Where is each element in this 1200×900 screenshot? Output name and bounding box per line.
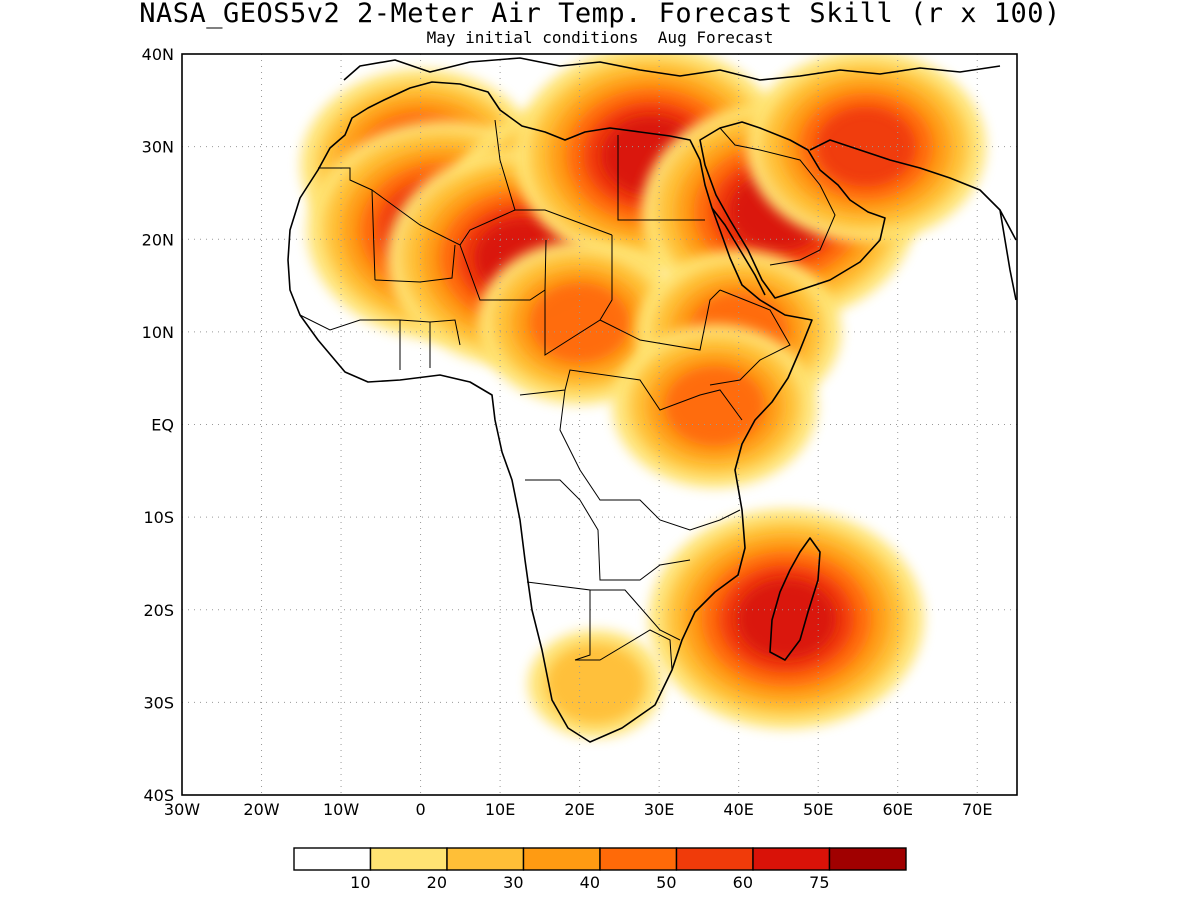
arabia-coastline — [699, 121, 886, 299]
border-west-africa — [299, 314, 461, 370]
border-sahel — [374, 239, 547, 301]
india-coastline — [999, 209, 1017, 301]
lon-tick-label: 10W — [323, 800, 359, 819]
border-horn — [709, 289, 791, 386]
colorbar-label: 60 — [733, 873, 753, 892]
skill-field — [300, 54, 986, 738]
lon-tick-label: 10E — [485, 800, 515, 819]
skill-region — [529, 282, 630, 363]
axis-ticks: 30W 20W 10W 0 10E 20E 30E 40E 50E 60E 70E 40N 30N 20N… — [142, 45, 993, 819]
skill-region — [815, 106, 916, 187]
colorbar-swatch — [522, 847, 601, 871]
lon-tick-label: 30E — [644, 800, 674, 819]
colorbar-swatch — [828, 847, 907, 871]
border-central — [519, 369, 743, 421]
colorbar-swatch — [293, 847, 372, 871]
colorbar-swatch — [446, 847, 525, 871]
coastlines — [287, 57, 1017, 743]
lon-tick-label: 70E — [962, 800, 992, 819]
mediterranean-north — [343, 57, 1001, 81]
red-sea-inner — [711, 207, 766, 296]
lon-tick-label: 30W — [164, 800, 200, 819]
lat-tick-label: 20S — [143, 601, 174, 620]
lat-tick-label: 30N — [142, 138, 174, 157]
colorbar-swatch — [369, 847, 448, 871]
colorbar-label: 20 — [427, 873, 447, 892]
border-arabia — [719, 127, 836, 266]
lat-tick-label: 20N — [142, 230, 174, 249]
border-sudan-south — [544, 235, 721, 356]
chart-title: NASA_GEOS5v2 2-Meter Air Temp. Forecast … — [139, 0, 1061, 29]
iran-coastline — [809, 139, 1017, 241]
colorbar-swatch — [599, 847, 678, 871]
lat-tick-label: 40N — [142, 45, 174, 64]
lon-tick-label: 20E — [564, 800, 594, 819]
border-south-africa — [575, 629, 673, 671]
lat-tick-label: EQ — [151, 416, 174, 435]
lat-tick-label: 40S — [143, 786, 174, 805]
lat-tick-label: 10N — [142, 323, 174, 342]
borders — [299, 119, 836, 671]
colorbar-swatch — [675, 847, 754, 871]
colorbar-label: 50 — [656, 873, 676, 892]
madagascar-coastline — [769, 537, 821, 661]
lon-tick-label: 0 — [415, 800, 425, 819]
colorbar-legend: 10 20 30 40 50 60 75 — [293, 847, 907, 892]
skill-region — [736, 579, 837, 660]
skill-region — [664, 365, 765, 446]
africa-coastline — [287, 81, 813, 743]
border-angola — [525, 479, 691, 581]
lon-tick-label: 40E — [723, 800, 753, 819]
colorbar-label: 30 — [503, 873, 523, 892]
skill-region — [545, 643, 646, 724]
border-drc — [559, 389, 741, 531]
lon-tick-label: 50E — [803, 800, 833, 819]
map-frame — [181, 53, 1018, 796]
border-namibia — [526, 581, 681, 661]
colorbar-swatch — [752, 847, 831, 871]
colorbar-label: 10 — [350, 873, 370, 892]
colorbar-label: 40 — [580, 873, 600, 892]
border-libya-chad — [494, 119, 613, 236]
border-mauritania — [318, 167, 376, 281]
lon-tick-label: 20W — [243, 800, 279, 819]
chart-subtitle: May initial conditions Aug Forecast — [426, 28, 774, 47]
lat-tick-label: 10S — [143, 508, 174, 527]
lat-tick-label: 30S — [143, 693, 174, 712]
border-egypt-sudan — [617, 135, 705, 221]
colorbar-label: 75 — [809, 873, 829, 892]
lon-tick-label: 60E — [882, 800, 912, 819]
